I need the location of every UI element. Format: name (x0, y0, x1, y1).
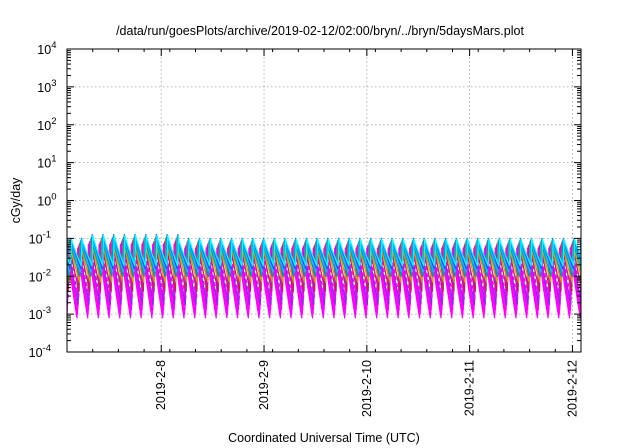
series-line (67, 234, 581, 267)
x-axis-label: Coordinated Universal Time (UTC) (228, 431, 420, 445)
x-tick-label: 2019-2-10 (360, 360, 374, 417)
x-tick-label: 2019-2-8 (154, 360, 168, 410)
y-axis-label: cGy/day (9, 177, 23, 224)
y-tick-exponent: -4 (43, 343, 51, 354)
x-tick-label: 2019-2-12 (565, 360, 579, 417)
series-line (67, 241, 581, 306)
y-tick-exponent: 3 (51, 78, 56, 89)
y-tick-label: 10-4 (29, 343, 51, 360)
chart-title: /data/run/goesPlots/archive/2019-02-12/0… (116, 24, 524, 38)
series-line (67, 242, 581, 311)
y-tick-label: 10-2 (29, 267, 51, 284)
series-line (67, 245, 581, 315)
y-tick-label: 104 (37, 40, 56, 57)
y-tick-exponent: -3 (43, 305, 51, 316)
series-line (67, 237, 581, 283)
y-tick-exponent: 4 (51, 40, 56, 51)
series-line (67, 236, 581, 277)
y-tick-label: 102 (37, 116, 56, 133)
data-series (67, 234, 581, 319)
y-tick-label: 101 (37, 154, 56, 171)
y-tick-exponent: 2 (51, 116, 56, 127)
y-tick-exponent: 0 (51, 192, 56, 203)
y-tick-label: 10-3 (29, 305, 51, 322)
y-tick-label: 100 (37, 192, 56, 209)
y-tick-exponent: -1 (43, 229, 51, 240)
series-line (67, 235, 581, 273)
y-tick-exponent: 1 (51, 154, 56, 165)
y-tick-label: 103 (37, 78, 56, 95)
y-tick-label: 10-1 (29, 229, 51, 246)
y-tick-exponent: -2 (43, 267, 51, 278)
x-tick-label: 2019-2-11 (463, 360, 477, 416)
series-line (67, 239, 581, 300)
x-tick-label: 2019-2-9 (257, 360, 271, 410)
series-line (67, 234, 581, 270)
series-line (67, 238, 581, 292)
